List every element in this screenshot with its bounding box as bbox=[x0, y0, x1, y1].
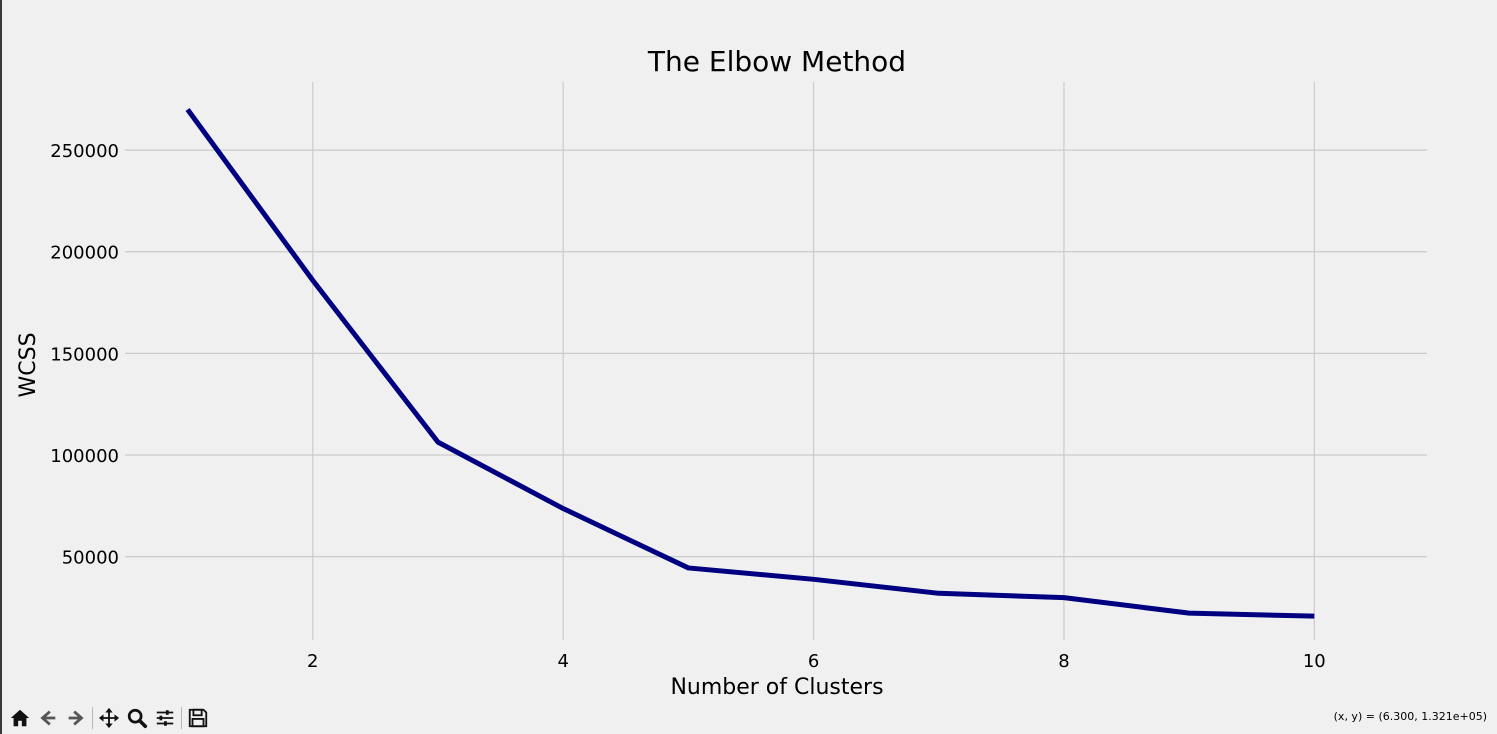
configure-subplots-button[interactable] bbox=[151, 704, 179, 732]
zoom-button[interactable] bbox=[123, 704, 151, 732]
navigation-toolbar bbox=[6, 704, 212, 732]
cursor-coordinates: (x, y) = (6.300, 1.321e+05) bbox=[1333, 710, 1487, 723]
forward-arrow-icon bbox=[68, 710, 84, 726]
zoom-icon bbox=[127, 708, 148, 729]
x-axis-label: Number of Clusters bbox=[670, 675, 883, 700]
wcss-series-line bbox=[185, 108, 1315, 619]
x-tick-label: 10 bbox=[1303, 651, 1326, 672]
y-tick-label: 50000 bbox=[62, 548, 119, 569]
chart-title: The Elbow Method bbox=[647, 45, 906, 78]
chart-figure: 50000 100000 150000 200000 250000 2 4 6 8 10 The… bbox=[16, 45, 1427, 700]
back-arrow-icon bbox=[40, 710, 56, 726]
save-icon bbox=[188, 708, 208, 728]
grid bbox=[125, 82, 1427, 640]
pan-button[interactable] bbox=[95, 704, 123, 732]
move-icon bbox=[98, 707, 120, 729]
x-axis-ticks: 2 4 6 8 10 bbox=[307, 651, 1326, 672]
home-button[interactable] bbox=[6, 704, 34, 732]
y-tick-label: 150000 bbox=[50, 344, 119, 365]
x-tick-label: 6 bbox=[808, 651, 819, 672]
configure-subplots-icon bbox=[156, 710, 174, 726]
series-layer bbox=[185, 108, 1315, 619]
y-tick-label: 250000 bbox=[50, 141, 119, 162]
y-axis-ticks: 50000 100000 150000 200000 250000 bbox=[50, 141, 119, 569]
toolbar-separator bbox=[92, 707, 93, 729]
save-button[interactable] bbox=[184, 704, 212, 732]
x-tick-label: 4 bbox=[557, 651, 568, 672]
x-tick-label: 2 bbox=[307, 651, 318, 672]
forward-button[interactable] bbox=[62, 704, 90, 732]
y-tick-label: 200000 bbox=[50, 243, 119, 264]
x-tick-label: 8 bbox=[1058, 651, 1069, 672]
toolbar-separator bbox=[181, 707, 182, 729]
y-tick-label: 100000 bbox=[50, 446, 119, 467]
y-axis-label: WCSS bbox=[16, 332, 41, 397]
home-icon bbox=[10, 709, 30, 727]
back-button[interactable] bbox=[34, 704, 62, 732]
